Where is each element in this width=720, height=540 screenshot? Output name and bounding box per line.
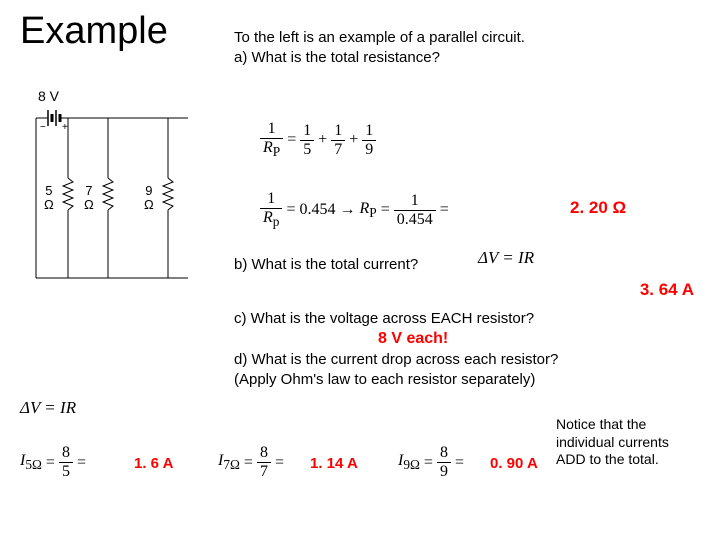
r3-label: 9 Ω — [144, 184, 154, 213]
i7-sub: 7Ω — [223, 457, 240, 472]
eq1-lhs-num: 1 — [260, 120, 283, 139]
question-d: d) What is the current drop across each … — [234, 350, 558, 389]
eq1-t2d: 7 — [331, 141, 345, 159]
eq1-t1d: 5 — [300, 141, 314, 159]
eq2-rnum: 1 — [394, 192, 436, 211]
eq1-t3d: 9 — [362, 141, 376, 159]
eq2-lhs-sub: p — [273, 214, 280, 229]
i5-sub: 5Ω — [25, 457, 42, 472]
eq2-rden: 0.454 — [394, 211, 436, 229]
r1-unit: Ω — [44, 197, 54, 212]
eq1-lhs-sub: P — [273, 144, 280, 159]
q-d-line1: d) What is the current drop across each … — [234, 351, 558, 368]
note-text: Notice that the individual currents ADD … — [556, 416, 706, 469]
r1-label: 5 Ω — [44, 184, 54, 213]
svg-text:+: + — [62, 122, 68, 133]
r3-unit: Ω — [144, 197, 154, 212]
note-l1: Notice that the — [556, 416, 646, 432]
note-l2: individual currents — [556, 434, 669, 450]
eq2-lhs-den: R — [263, 209, 273, 226]
page-title: Example — [20, 10, 168, 53]
answer-b: 3. 64 A — [640, 280, 694, 300]
r2-unit: Ω — [84, 197, 94, 212]
r2-val: 7 — [85, 183, 92, 198]
svg-text:−: − — [40, 122, 46, 133]
q-d-line2: (Apply Ohm's law to each resistor separa… — [234, 371, 535, 388]
equation-i9: I9Ω = 89 = — [398, 444, 464, 481]
intro-line2: a) What is the total resistance? — [234, 49, 440, 66]
eq2-rp-sub: P — [369, 205, 376, 220]
i9-den: 9 — [437, 463, 451, 481]
answer-i9: 0. 90 A — [490, 455, 538, 472]
i7-den: 7 — [257, 463, 271, 481]
r3-val: 9 — [145, 183, 152, 198]
answer-a: 2. 20 Ω — [570, 198, 626, 218]
i5-num: 8 — [59, 444, 73, 463]
eq1-lhs-den: R — [263, 139, 273, 156]
r2-label: 7 Ω — [84, 184, 94, 213]
eq2-rp: R — [359, 200, 369, 217]
i9-num: 8 — [437, 444, 451, 463]
answer-i7: 1. 14 A — [310, 455, 358, 472]
eq1-t2n: 1 — [331, 122, 345, 141]
i5-den: 5 — [59, 463, 73, 481]
r1-val: 5 — [45, 183, 52, 198]
eq1-t1n: 1 — [300, 122, 314, 141]
equation-i5: I5Ω = 85 = — [20, 444, 86, 481]
answer-c: 8 V each! — [378, 330, 448, 348]
note-l3: ADD to the total. — [556, 451, 659, 467]
intro-text: To the left is an example of a parallel … — [234, 28, 525, 67]
equation-parallel-1: 1RP = 15 + 17 + 19 — [260, 120, 376, 160]
equation-b: ΔV = IR — [478, 248, 534, 268]
eq2-arrow: → — [339, 201, 355, 219]
equation-parallel-2: 1Rp = 0.454 → RP = 10.454 = — [260, 190, 449, 230]
circuit-diagram: 8 V − + 5 Ω 7 Ω — [28, 88, 208, 288]
voltage-label: 8 V — [38, 88, 59, 104]
equation-ohms-law: ΔV = IR — [20, 398, 76, 418]
question-b: b) What is the total current? — [234, 256, 418, 273]
eq1-t3n: 1 — [362, 122, 376, 141]
i7-num: 8 — [257, 444, 271, 463]
eq2-lhs-num: 1 — [260, 190, 282, 209]
equation-i7: I7Ω = 87 = — [218, 444, 284, 481]
circuit-svg: − + — [28, 88, 208, 288]
question-c: c) What is the voltage across EACH resis… — [234, 310, 534, 327]
i9-sub: 9Ω — [403, 457, 420, 472]
intro-line1: To the left is an example of a parallel … — [234, 29, 525, 46]
answer-i5: 1. 6 A — [134, 455, 173, 472]
eq2-mid: 0.454 — [299, 201, 335, 219]
